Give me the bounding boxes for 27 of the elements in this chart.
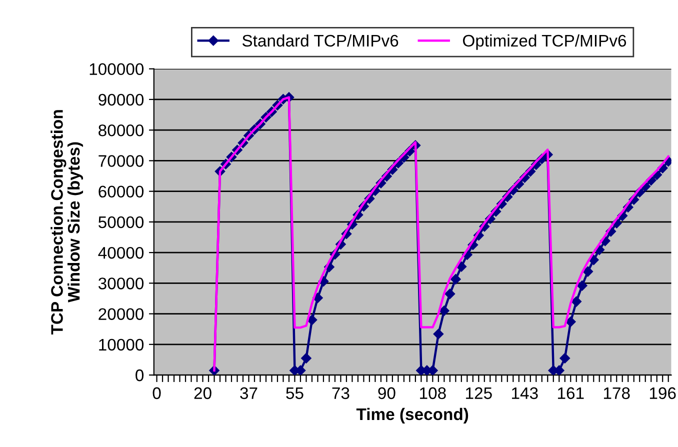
y-tick-label: 20000 xyxy=(98,308,144,320)
x-tick-label: 37 xyxy=(240,387,258,400)
y-tick-label: 40000 xyxy=(98,246,144,259)
y-tick-label: 70000 xyxy=(98,155,144,167)
x-tick-label: 73 xyxy=(332,387,350,400)
y-tick-label: 100000 xyxy=(90,63,144,76)
x-tick-label: 20 xyxy=(194,387,212,400)
y-tick-label: 50000 xyxy=(98,216,144,228)
x-tick-label: 178 xyxy=(604,387,630,400)
legend-label: Standard TCP/MIPv6 xyxy=(242,34,398,47)
x-tick-label: 108 xyxy=(420,387,446,400)
x-tick-label: 90 xyxy=(378,387,396,400)
y-tick-label: 90000 xyxy=(98,94,144,106)
y-axis-title: TCP Connection.Congestion Window Size (bytes) xyxy=(50,110,84,335)
x-tick-label: 0 xyxy=(152,387,161,400)
x-tick-label: 55 xyxy=(286,387,304,400)
y-tick-label: 80000 xyxy=(98,124,144,136)
x-axis-title: Time (second) xyxy=(356,408,468,424)
x-tick-label: 143 xyxy=(512,387,538,400)
legend-label: Optimized TCP/MIPv6 xyxy=(462,34,626,50)
y-tick-label: 10000 xyxy=(99,338,144,351)
y-tick-label: 60000 xyxy=(98,186,144,198)
y-tick-label: 30000 xyxy=(98,278,144,290)
x-tick-label: 161 xyxy=(558,387,584,400)
y-tick-label: 0 xyxy=(136,369,144,382)
x-tick-label: 196 xyxy=(650,387,676,400)
x-tick-label: 125 xyxy=(466,387,492,400)
